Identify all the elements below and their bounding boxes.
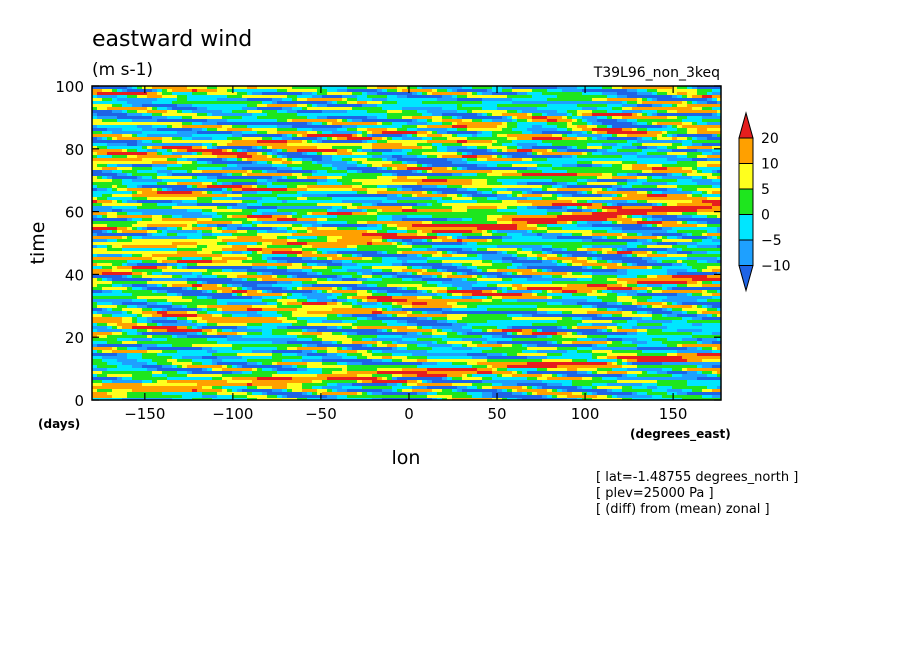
units-label: (m s-1): [92, 60, 153, 80]
plot-frame: [91, 85, 722, 401]
x-tick-label: −100: [212, 405, 253, 423]
y-tick-label: 100: [55, 78, 84, 96]
y-tick-label: 80: [65, 141, 84, 159]
colorbar-box: [738, 137, 754, 164]
y-tick-label: 40: [65, 266, 84, 284]
x-tick-label: 150: [659, 405, 688, 423]
annotation-diff: [ (diff) from (mean) zonal ]: [596, 502, 770, 517]
colorbar-label: 0: [761, 208, 770, 224]
chart-title: eastward wind: [92, 27, 252, 52]
colorbar: 20 10 5 0 −5 −10: [738, 111, 791, 293]
x-tick-label: 50: [487, 405, 506, 423]
y-tick-label: 0: [74, 392, 84, 410]
x-axis: −150 −100 −50 0 50 100 150: [124, 86, 687, 423]
colorbar-label: −5: [761, 233, 782, 249]
colorbar-box: [738, 214, 754, 241]
y-units: (days): [38, 417, 80, 431]
colorbar-label: 20: [761, 131, 779, 147]
colorbar-label: 10: [761, 157, 779, 173]
x-units: (degrees_east): [630, 427, 731, 442]
x-axis-label: lon: [392, 447, 421, 469]
y-tick-label: 20: [65, 329, 84, 347]
colorbar-label: −10: [761, 259, 791, 275]
colorbar-extend-min: [738, 265, 754, 293]
colorbar-label: 5: [761, 182, 770, 198]
y-tick-label: 60: [65, 204, 84, 222]
heatmap-field: [92, 86, 721, 400]
x-tick-label: 0: [404, 405, 414, 423]
colorbar-extend-max: [738, 111, 754, 139]
colorbar-box: [738, 188, 754, 215]
annotation-plev: [ plev=25000 Pa ]: [596, 486, 714, 501]
y-axis: 0 20 40 60 80 100: [55, 78, 721, 410]
run-label: T39L96_non_3keq: [593, 65, 720, 81]
x-tick-label: −50: [305, 405, 337, 423]
colorbar-box: [738, 163, 754, 190]
x-tick-label: 100: [571, 405, 600, 423]
x-tick-label: −150: [124, 405, 165, 423]
colorbar-box: [738, 239, 754, 266]
annotation-lat: [ lat=-1.48755 degrees_north ]: [596, 470, 799, 485]
y-axis-label: time: [27, 222, 49, 265]
